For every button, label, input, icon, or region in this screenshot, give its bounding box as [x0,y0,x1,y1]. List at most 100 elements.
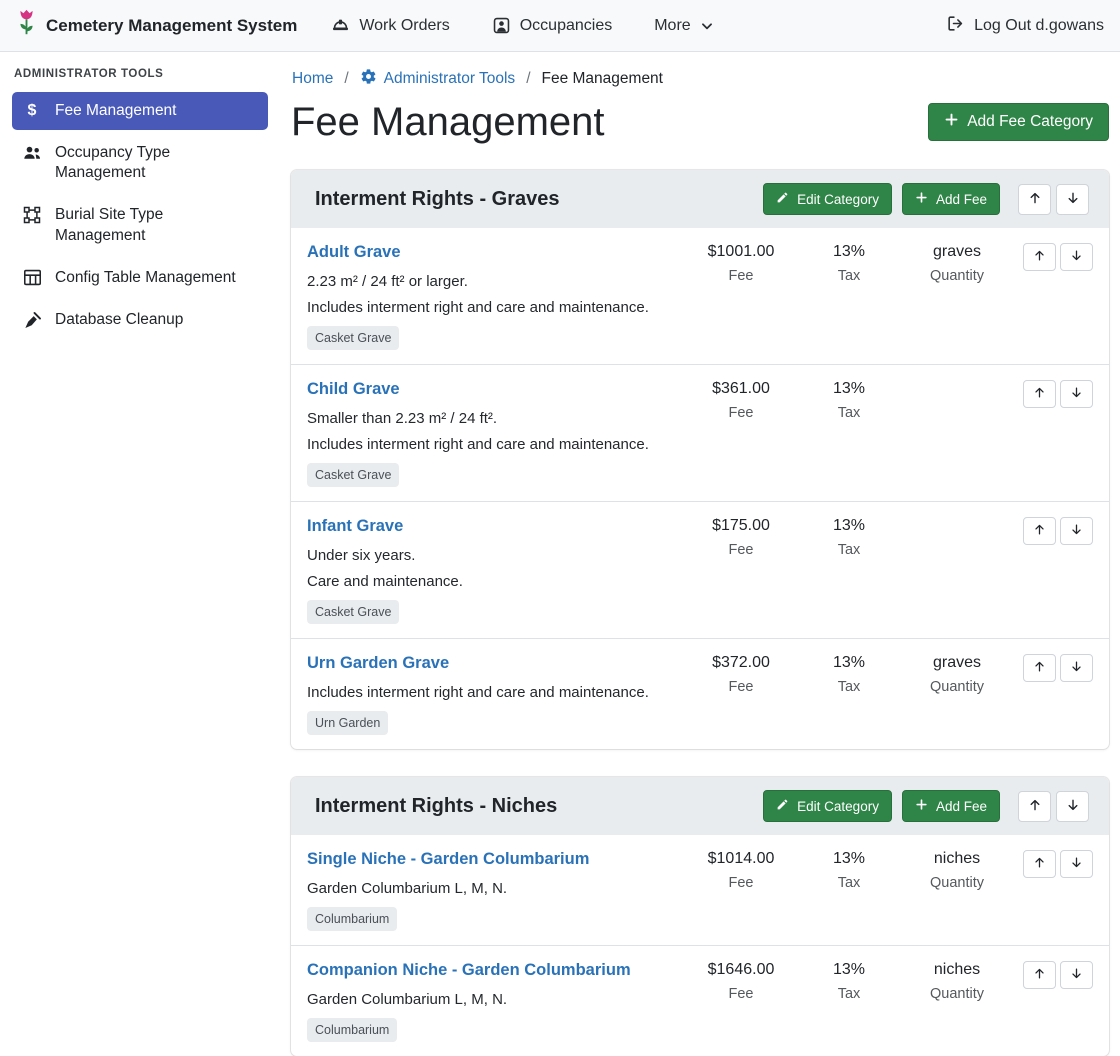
breadcrumb-home-link[interactable]: Home [292,70,333,88]
fee-info: Urn Garden Grave Includes interment righ… [307,652,687,735]
sidebar-item-label: Fee Management [55,101,177,121]
fee-row: Single Niche - Garden Columbarium Garden… [291,835,1109,945]
dollar-icon: $ [22,102,42,120]
breadcrumb-admin-tools-link[interactable]: Administrator Tools [360,68,516,90]
fee-amount: $175.00 [687,517,795,535]
nav-item-occupancies[interactable]: Occupancies [492,16,613,35]
sidebar-item-database-cleanup[interactable]: Database Cleanup [12,301,268,339]
fee-amount: $1014.00 [687,850,795,868]
edit-category-button[interactable]: Edit Category [763,183,892,215]
table-icon [22,269,42,286]
move-category-up-button[interactable] [1018,791,1051,822]
tax-value: 13% [795,517,903,535]
fee-amount: $361.00 [687,380,795,398]
fee-column: $1646.00 Fee [687,959,795,1002]
pencil-icon [776,798,789,814]
move-fee-down-button[interactable] [1060,961,1093,989]
arrow-down-icon [1070,856,1083,872]
move-fee-down-button[interactable] [1060,517,1093,545]
sidebar-item-fee-management[interactable]: $ Fee Management [12,92,268,130]
add-fee-label: Add Fee [936,799,987,814]
fee-description: Smaller than 2.23 m² / 24 ft². [307,410,681,427]
vector-square-icon [22,206,42,224]
add-fee-category-button[interactable]: Add Fee Category [928,103,1109,141]
breadcrumb-separator: / [526,70,530,88]
gear-icon [360,68,377,90]
move-category-down-button[interactable] [1056,791,1089,822]
move-fee-up-button[interactable] [1023,654,1056,682]
sidebar-heading: ADMINISTRATOR TOOLS [14,68,268,80]
sidebar-item-occupancy-type-management[interactable]: Occupancy Type Management [12,134,268,192]
fee-column: $175.00 Fee [687,515,795,558]
fee-column: $1014.00 Fee [687,848,795,891]
tax-label: Tax [795,875,903,891]
quantity-value: graves [903,243,1011,261]
arrow-down-icon [1070,660,1083,676]
move-fee-down-button[interactable] [1060,380,1093,408]
nav-item-label: More [654,17,690,35]
add-fee-button[interactable]: Add Fee [902,790,1000,822]
move-category-down-button[interactable] [1056,184,1089,215]
fee-name-link[interactable]: Companion Niche - Garden Columbarium [307,961,631,980]
move-fee-down-button[interactable] [1060,654,1093,682]
add-fee-button[interactable]: Add Fee [902,183,1000,215]
brand-link[interactable]: Cemetery Management System [16,9,297,42]
add-fee-label: Add Fee [936,192,987,207]
plus-icon [915,191,928,207]
nav-item-more[interactable]: More [654,17,713,35]
fee-reorder-controls [1011,241,1093,271]
fee-list: Single Niche - Garden Columbarium Garden… [291,835,1109,1056]
quantity-column: graves Quantity [903,652,1011,695]
brand-title: Cemetery Management System [46,16,297,36]
move-fee-down-button[interactable] [1060,243,1093,271]
logout-button[interactable]: Log Out d.gowans [946,14,1104,38]
nav-item-label: Work Orders [359,17,449,35]
arrow-down-icon [1070,386,1083,402]
fee-type-badge: Urn Garden [307,711,388,735]
move-fee-up-button[interactable] [1023,961,1056,989]
arrow-up-icon [1033,386,1046,402]
sidebar-item-label: Occupancy Type Management [55,143,258,183]
quantity-column: niches Quantity [903,848,1011,891]
category-card: Interment Rights - Graves Edit Category … [291,170,1109,749]
move-fee-down-button[interactable] [1060,850,1093,878]
quantity-column [903,378,1011,387]
arrow-up-icon [1033,856,1046,872]
breadcrumb-separator: / [344,70,348,88]
tax-column: 13% Tax [795,652,903,695]
tax-column: 13% Tax [795,378,903,421]
move-category-up-button[interactable] [1018,184,1051,215]
tax-column: 13% Tax [795,959,903,1002]
fee-reorder-controls [1011,652,1093,682]
edit-category-label: Edit Category [797,192,879,207]
tax-column: 13% Tax [795,515,903,558]
fee-name-link[interactable]: Infant Grave [307,517,403,536]
move-fee-up-button[interactable] [1023,243,1056,271]
fee-column: $372.00 Fee [687,652,795,695]
fee-descriptions: Garden Columbarium L, M, N. [307,991,681,1008]
fee-descriptions: Under six years.Care and maintenance. [307,547,681,590]
fee-name-link[interactable]: Single Niche - Garden Columbarium [307,850,589,869]
top-navbar: Cemetery Management System Work Orders [0,0,1120,52]
fee-info: Adult Grave 2.23 m² / 24 ft² or larger.I… [307,241,687,350]
move-fee-up-button[interactable] [1023,380,1056,408]
fee-type-badge: Casket Grave [307,463,399,487]
move-fee-up-button[interactable] [1023,517,1056,545]
edit-category-button[interactable]: Edit Category [763,790,892,822]
fee-name-link[interactable]: Urn Garden Grave [307,654,449,673]
nav-item-work-orders[interactable]: Work Orders [331,16,449,35]
fee-reorder-controls [1011,848,1093,878]
sidebar-item-config-table-management[interactable]: Config Table Management [12,259,268,297]
sidebar-item-burial-site-type-management[interactable]: Burial Site Type Management [12,196,268,254]
tax-label: Tax [795,405,903,421]
fee-amount-label: Fee [687,405,795,421]
category-header: Interment Rights - Niches Edit Category … [291,777,1109,835]
fee-name-link[interactable]: Child Grave [307,380,400,399]
tax-value: 13% [795,850,903,868]
move-fee-up-button[interactable] [1023,850,1056,878]
sidebar-item-label: Config Table Management [55,268,236,288]
tax-label: Tax [795,542,903,558]
fee-name-link[interactable]: Adult Grave [307,243,401,262]
fee-description: Includes interment right and care and ma… [307,299,681,316]
sidebar-item-label: Burial Site Type Management [55,205,258,245]
